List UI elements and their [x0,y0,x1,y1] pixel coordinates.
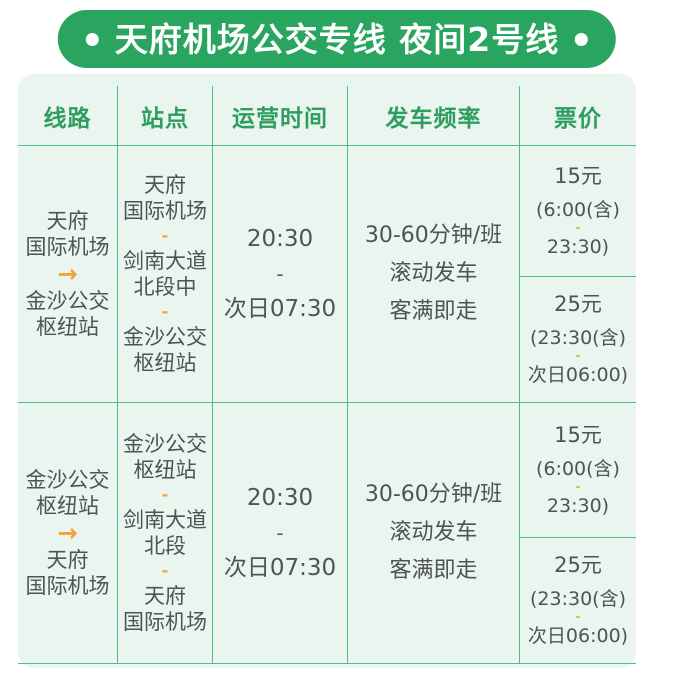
column-header-frequency: 发车频率 [348,86,520,146]
station-name-line: 枢纽站 [133,458,197,482]
fare-window-end: 次日06:00) [527,625,629,647]
route-cell: 天府 国际机场 → 金沙公交 枢纽站 [18,146,118,403]
fare-dash-icon: - [575,610,581,625]
fare-tier-day: 15元 (6:00(含) - 23:30) [520,146,636,277]
frequency-line: 客满即走 [389,299,478,324]
route-to-line: 金沙公交 [25,289,110,313]
route-from-line: 枢纽站 [36,494,99,518]
fare-price: 15元 [554,422,602,447]
hours-dash: - [276,521,284,545]
station-name-line: 枢纽站 [133,351,197,375]
fare-price: 25元 [554,553,602,577]
route-to-line: 天府 [46,548,89,572]
fare-window-start: (6:00(含) [536,457,620,480]
schedule-panel: 线路 站点 运营时间 发车频率 票价 天府 国际机场 → 金沙公交 枢纽站 天府… [18,74,636,668]
station-name-line: 天府 [144,584,186,608]
fare-tier-day: 15元 (6:00(含) - 23:30) [520,403,636,538]
fare-price: 25元 [554,292,602,316]
banner-pill: 天府机场公交专线 夜间2号线 [57,10,617,68]
station-name-line: 国际机场 [123,610,207,634]
station-name-line: 金沙公交 [123,325,207,349]
stations-cell: 天府 国际机场 - 剑南大道 北段中 - 金沙公交 枢纽站 [118,146,213,403]
fare-cell: 15元 (6:00(含) - 23:30) 25元 (23:30(含) - 次日… [520,403,636,664]
column-header-hours: 运营时间 [213,86,348,146]
route-to-line: 枢纽站 [36,315,99,339]
hours-end: 次日07:30 [223,296,337,322]
station-name-line: 金沙公交 [123,432,207,456]
fare-dash-icon: - [575,479,581,495]
fare-dash-icon: - [575,349,581,364]
fare-tier-night: 25元 (23:30(含) - 次日06:00) [520,538,636,663]
station-name-line: 剑南大道 [123,508,207,532]
frequency-line: 滚动发车 [389,520,478,545]
hours-start: 20:30 [246,226,314,252]
station-dash-icon: - [161,561,169,580]
fare-cell: 15元 (6:00(含) - 23:30) 25元 (23:30(含) - 次日… [520,146,636,403]
column-header-route: 线路 [18,86,118,146]
right-arrow-icon: → [57,260,78,288]
station-dash-icon: - [161,226,169,245]
route-from-line: 金沙公交 [25,468,110,492]
fare-window-start: (23:30(含) [530,327,626,349]
hours-dash: - [276,262,284,286]
column-header-fare: 票价 [520,86,636,146]
station-dash-icon: - [161,485,169,504]
route-to-line: 国际机场 [25,574,110,598]
right-arrow-icon: → [57,519,78,547]
fare-window-end: 23:30) [546,494,610,517]
bullet-dot-right [575,32,589,46]
fare-window-start: (23:30(含) [530,588,626,610]
route-from-line: 天府 [46,209,89,233]
station-name-line: 天府 [144,173,186,197]
frequency-line: 客满即走 [389,558,478,583]
frequency-line: 30-60分钟/班 [364,223,503,248]
frequency-cell: 30-60分钟/班 滚动发车 客满即走 [348,146,520,403]
station-dash-icon: - [161,302,169,321]
hours-end: 次日07:30 [223,555,337,581]
bullet-dot-left [85,32,99,46]
fare-tier-night: 25元 (23:30(含) - 次日06:00) [520,277,636,402]
station-name-line: 北段中 [133,275,197,299]
station-name-line: 剑南大道 [123,249,207,273]
column-header-stations: 站点 [118,86,213,146]
fare-window-start: (6:00(含) [536,198,620,221]
fare-window-end: 次日06:00) [527,364,629,386]
hours-cell: 20:30 - 次日07:30 [213,403,348,664]
fare-dash-icon: - [575,220,581,236]
schedule-table: 线路 站点 运营时间 发车频率 票价 天府 国际机场 → 金沙公交 枢纽站 天府… [18,86,636,664]
fare-price: 15元 [554,163,602,188]
page-title: 天府机场公交专线 夜间2号线 [114,19,560,59]
station-name-line: 北段 [144,534,186,558]
frequency-line: 30-60分钟/班 [364,482,503,507]
hours-cell: 20:30 - 次日07:30 [213,146,348,403]
frequency-cell: 30-60分钟/班 滚动发车 客满即走 [348,403,520,664]
hours-start: 20:30 [246,485,314,511]
route-from-line: 国际机场 [25,235,110,259]
route-cell: 金沙公交 枢纽站 → 天府 国际机场 [18,403,118,664]
stations-cell: 金沙公交 枢纽站 - 剑南大道 北段 - 天府 国际机场 [118,403,213,664]
fare-window-end: 23:30) [546,235,610,258]
station-name-line: 国际机场 [123,199,207,223]
frequency-line: 滚动发车 [389,261,478,286]
